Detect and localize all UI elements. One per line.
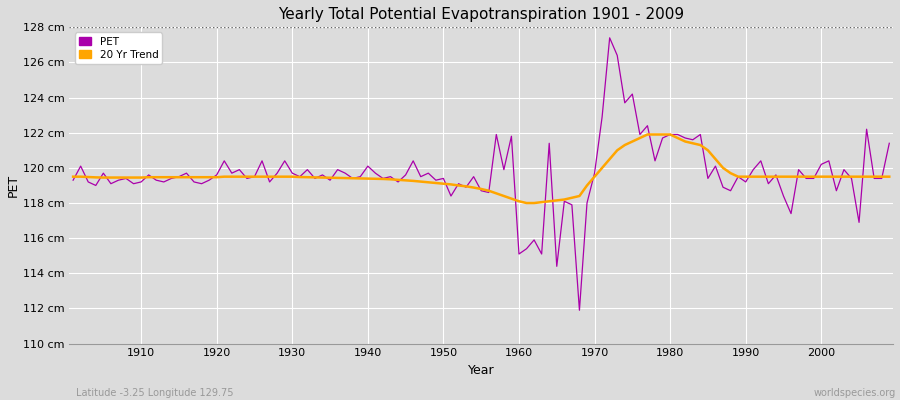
Legend: PET, 20 Yr Trend: PET, 20 Yr Trend (75, 32, 163, 64)
Title: Yearly Total Potential Evapotranspiration 1901 - 2009: Yearly Total Potential Evapotranspiratio… (278, 7, 684, 22)
Text: Latitude -3.25 Longitude 129.75: Latitude -3.25 Longitude 129.75 (76, 388, 234, 398)
Y-axis label: PET: PET (7, 174, 20, 197)
X-axis label: Year: Year (468, 364, 494, 377)
Text: worldspecies.org: worldspecies.org (814, 388, 896, 398)
